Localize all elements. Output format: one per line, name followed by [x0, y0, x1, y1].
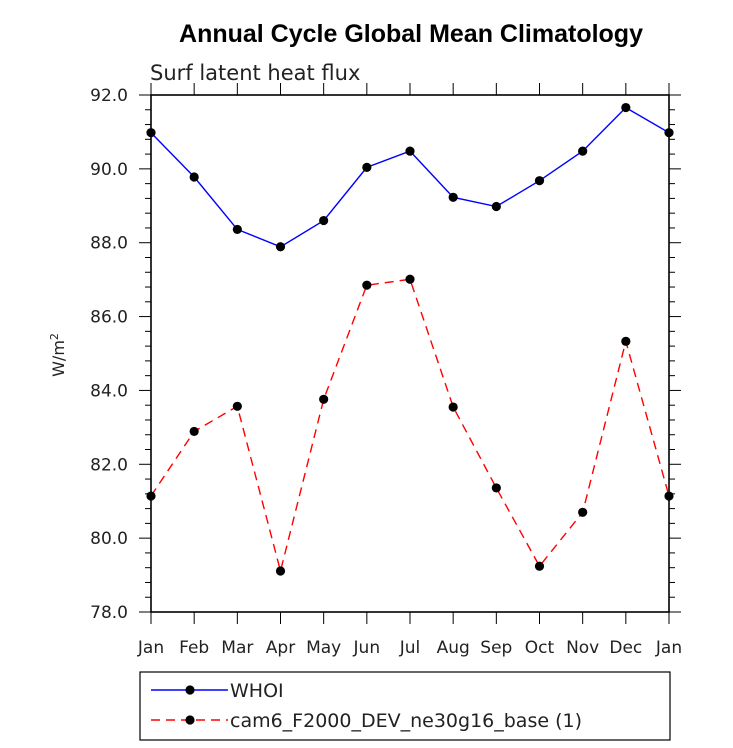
x-tick-label: Jul	[399, 638, 421, 658]
data-point	[534, 561, 545, 571]
data-point	[534, 176, 545, 186]
series-2	[146, 274, 674, 576]
data-point	[578, 146, 588, 156]
y-tick-label: 90.0	[90, 160, 128, 180]
data-point	[189, 172, 199, 182]
legend-box	[139, 671, 671, 741]
y-tick-label: 92.0	[90, 86, 128, 106]
data-point	[448, 192, 458, 202]
data-point	[491, 201, 501, 212]
data-point	[448, 402, 458, 412]
series-line	[150, 106, 670, 248]
legend-label: cam6_F2000_DEV_ne30g16_base (1)	[230, 710, 582, 732]
data-point	[578, 507, 588, 517]
x-tick-label: Jan	[137, 638, 164, 658]
legend: WHOI cam6_F2000_DEV_ne30g16_base (1)	[139, 671, 671, 741]
y-tick-label: 78.0	[90, 603, 128, 623]
legend-marker	[185, 685, 195, 695]
data-point	[189, 426, 199, 437]
plot-frame	[150, 94, 670, 613]
y-tick-label: 80.0	[90, 529, 128, 549]
series-line	[150, 278, 670, 572]
x-tick-label: Apr	[266, 638, 295, 658]
data-point	[405, 146, 415, 156]
legend-marker	[185, 715, 195, 725]
data-point	[319, 394, 329, 404]
x-tick-label: Feb	[179, 638, 209, 658]
x-tick-label: Dec	[609, 638, 642, 658]
legend-label: WHOI	[230, 680, 284, 702]
data-point	[491, 483, 501, 493]
series-layer	[146, 102, 674, 576]
y-axis-label-base: W/m	[49, 340, 68, 377]
x-tick-label: Jan	[655, 638, 682, 658]
y-tick-label: 86.0	[90, 308, 128, 328]
chart-title: Annual Cycle Global Mean Climatology	[179, 20, 643, 48]
x-tick-label: Nov	[566, 638, 599, 658]
x-tick-label: Oct	[525, 638, 555, 658]
data-point	[232, 401, 242, 411]
y-axis-label-superscript: 2	[48, 333, 61, 340]
data-point	[664, 491, 674, 501]
y-tick-label: 82.0	[90, 455, 128, 475]
data-point	[319, 215, 329, 226]
data-point	[405, 274, 415, 284]
x-tick-label: Aug	[437, 638, 470, 658]
y-tick-label: 84.0	[90, 381, 128, 401]
x-tick-label: Mar	[221, 638, 253, 658]
data-point	[362, 162, 372, 172]
series-1	[146, 102, 674, 252]
data-point	[664, 128, 674, 138]
data-point	[146, 128, 156, 138]
data-point	[362, 280, 372, 290]
chart-subtitle: Surf latent heat flux	[150, 61, 360, 85]
axes: 78.0 80.0 82.0 84.0 86.0 88.0 90.0 92.0 Jan Feb Ma…	[90, 83, 682, 658]
data-point	[146, 491, 156, 501]
data-point	[232, 224, 242, 235]
data-point	[621, 336, 631, 346]
x-tick-label: Jun	[353, 638, 381, 658]
y-axis-label: W/m2	[48, 333, 69, 377]
data-point	[621, 102, 631, 113]
data-point	[275, 242, 286, 252]
x-tick-label: Sep	[480, 638, 512, 658]
x-tick-label: May	[306, 638, 341, 658]
data-point	[275, 566, 286, 576]
y-tick-label: 88.0	[90, 234, 128, 254]
